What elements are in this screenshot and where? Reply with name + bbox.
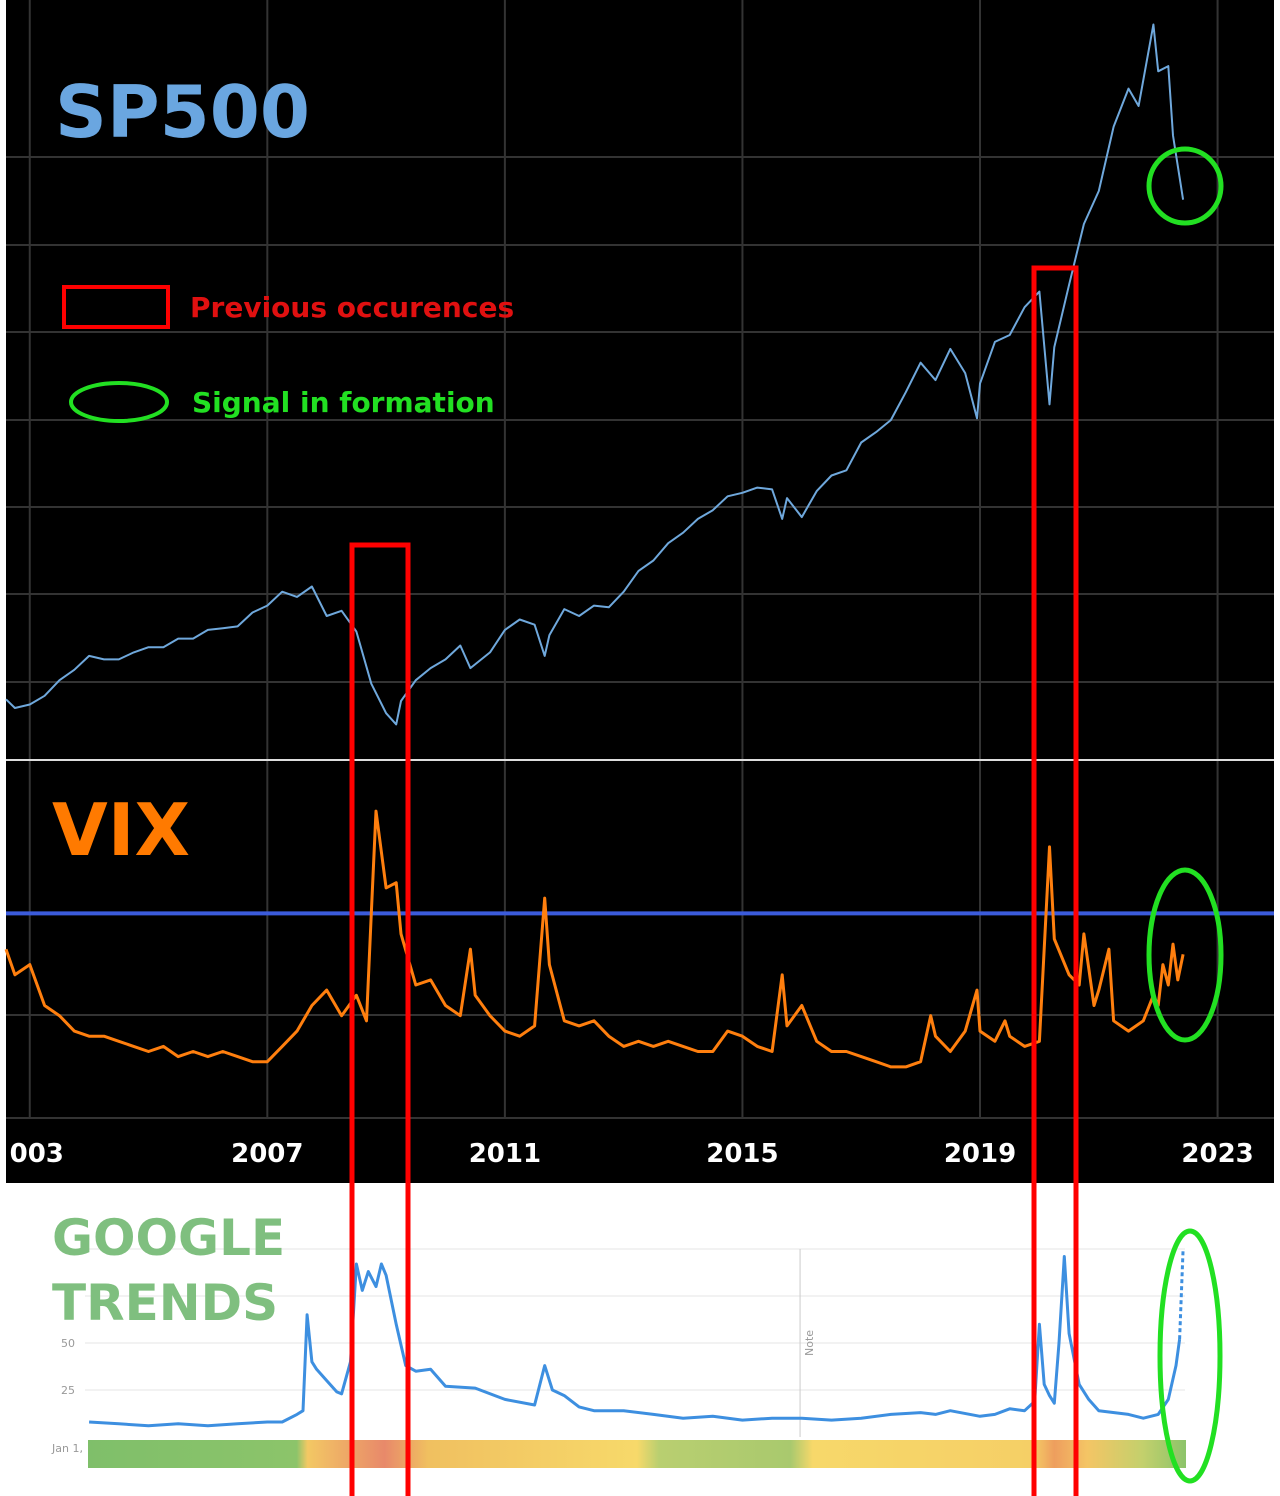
data-line: [4, 809, 1185, 1069]
y-tick-label: 25: [61, 1384, 75, 1397]
legend-signal: Signal in formation: [192, 386, 495, 419]
marks: [4, 23, 1274, 1437]
x-tick-label: 2011: [469, 1139, 541, 1169]
annotations: [349, 146, 1224, 1496]
grid: [6, 156, 1274, 1119]
dark-panel: [6, 0, 1274, 1183]
x-tick-label: 003: [10, 1139, 64, 1169]
sp500-title: SP500: [55, 70, 310, 154]
legend-rect: [62, 285, 170, 329]
note-label: Note: [803, 1330, 816, 1356]
y-tick-label: 50: [61, 1337, 75, 1350]
heatmap-strip: [88, 1440, 1186, 1468]
trends-title: GOOGLE: [52, 1209, 285, 1267]
trends-title: TRENDS: [52, 1274, 278, 1332]
legend-previous: Previous occurences: [190, 291, 514, 324]
data-line: [1178, 1248, 1185, 1340]
vix-title: VIX: [52, 788, 190, 872]
x-tick-label: 2015: [706, 1139, 778, 1169]
trends-grid: [85, 1248, 1185, 1297]
data-line: [5, 23, 1185, 726]
x-tick-label: 2007: [231, 1139, 303, 1169]
data-line: [89, 1255, 1182, 1428]
x-tick-label: 2023: [1181, 1139, 1253, 1169]
x-start-label: Jan 1,: [51, 1442, 83, 1455]
legend-ellipse: [69, 381, 169, 423]
x-tick-label: 2019: [944, 1139, 1016, 1169]
